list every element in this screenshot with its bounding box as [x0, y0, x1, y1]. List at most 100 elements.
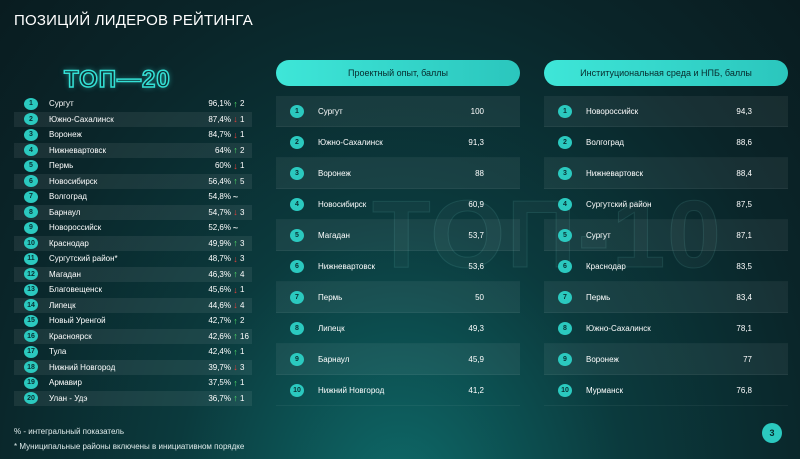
integral-score: 84,7%: [208, 130, 231, 140]
ranking-row: 8 Барнаул 54,7% ↓ 3: [14, 204, 252, 220]
city-name: Липецк: [318, 323, 345, 333]
footnote-integral: % - интегральный показатель: [14, 427, 124, 436]
arrow-up-icon: ↑: [233, 315, 238, 326]
ranking-row: 5 Пермь 60% ↓ 1: [14, 158, 252, 174]
rank-number-badge: 14: [24, 299, 38, 312]
table-row: 6 Краснодар 83,5: [544, 251, 788, 282]
table-row: 1 Сургут 100: [276, 96, 520, 127]
ranking-row: 14 Липецк 44,6% ↓ 4: [14, 297, 252, 313]
integral-score: 96,1%: [208, 99, 231, 109]
arrow-down-icon: ↓: [233, 114, 238, 125]
city-name: Краснодар: [49, 238, 89, 248]
score-value: 88: [475, 168, 484, 178]
score-value: 100: [470, 106, 484, 116]
rank-change: 2: [240, 145, 245, 155]
table-row: 4 Новосибирск 60,9: [276, 189, 520, 220]
integral-score: 42,6%: [208, 331, 231, 341]
arrow-down-icon: ↓: [233, 160, 238, 171]
table-row: 2 Южно-Сахалинск 91,3: [276, 127, 520, 158]
rank-change: 3: [240, 254, 245, 264]
city-name: Магадан: [49, 269, 81, 279]
integral-score: 49,9%: [208, 238, 231, 248]
arrow-down-icon: ↓: [233, 253, 238, 264]
score-value: 94,3: [736, 106, 752, 116]
city-name: Новороссийск: [49, 223, 102, 233]
city-name: Пермь: [318, 292, 343, 302]
table-row: 8 Южно-Сахалинск 78,1: [544, 313, 788, 344]
city-name: Новосибирск: [318, 199, 367, 209]
ranking-row: 2 Южно-Сахалинск 87,4% ↓ 1: [14, 111, 252, 127]
score-value: 88,4: [736, 168, 752, 178]
arrow-up-icon: ↑: [233, 393, 238, 404]
city-name: Пермь: [49, 161, 74, 171]
score-value: 77: [743, 354, 752, 364]
arrow-up-icon: ↑: [233, 98, 238, 109]
rank-number-badge: 2: [558, 135, 572, 149]
ranking-row: 12 Магадан 46,3% ↑ 4: [14, 266, 252, 282]
city-name: Южно-Сахалинск: [318, 137, 383, 147]
table-row: 10 Нижний Новгород 41,2: [276, 375, 520, 406]
score-value: 41,2: [468, 385, 484, 395]
city-name: Воронеж: [49, 130, 82, 140]
city-name: Сургутский район: [586, 199, 652, 209]
rank-number-badge: 5: [24, 159, 38, 172]
arrow-up-icon: ↑: [233, 238, 238, 249]
institutional-environment-header: Институциональная среда и НПБ, баллы: [544, 60, 788, 86]
rank-number-badge: 18: [24, 361, 38, 374]
rank-change: 2: [240, 99, 245, 109]
ranking-row: 6 Новосибирск 56,4% ↑ 5: [14, 173, 252, 189]
integral-score: 48,7%: [208, 254, 231, 264]
rank-number-badge: 1: [290, 104, 304, 118]
arrow-up-icon: ↑: [233, 346, 238, 357]
score-value: 49,3: [468, 323, 484, 333]
rank-change: 1: [240, 347, 245, 357]
rank-number-badge: 1: [558, 104, 572, 118]
city-name: Барнаул: [318, 354, 350, 364]
rank-number-badge: 16: [24, 330, 38, 343]
rank-number-badge: 13: [24, 283, 38, 296]
rank-number-badge: 4: [558, 197, 572, 211]
table-row: 5 Магадан 53,7: [276, 220, 520, 251]
city-name: Нижневартовск: [49, 145, 107, 155]
city-name: Новороссийск: [586, 106, 639, 116]
rank-number-badge: 9: [558, 352, 572, 366]
no-change-icon: ~: [232, 222, 239, 233]
score-value: 83,5: [736, 261, 752, 271]
city-name: Волгоград: [586, 137, 624, 147]
integral-score: 37,5%: [208, 378, 231, 388]
ranking-row: 19 Армавир 37,5% ↑ 1: [14, 375, 252, 391]
rank-number-badge: 12: [24, 268, 38, 281]
table-row: 9 Воронеж 77: [544, 344, 788, 375]
city-name: Тула: [49, 347, 67, 357]
rank-change: 3: [240, 362, 245, 372]
city-name: Мурманск: [586, 385, 623, 395]
table-row: 4 Сургутский район 87,5: [544, 189, 788, 220]
ranking-row: 4 Нижневартовск 64% ↑ 2: [14, 142, 252, 158]
city-name: Южно-Сахалинск: [49, 114, 114, 124]
rank-number-badge: 3: [24, 128, 38, 141]
rank-number-badge: 17: [24, 345, 38, 358]
city-name: Липецк: [49, 300, 76, 310]
table-row: 3 Нижневартовск 88,4: [544, 158, 788, 189]
rank-number-badge: 15: [24, 314, 38, 327]
rank-change: 1: [240, 161, 245, 171]
city-name: Нижний Новгород: [318, 385, 385, 395]
rank-number-badge: 6: [290, 259, 304, 273]
rank-change: 4: [240, 269, 245, 279]
ranking-row: 11 Сургутский район* 48,7% ↓ 3: [14, 251, 252, 267]
integral-score: 45,6%: [208, 285, 231, 295]
score-value: 50: [475, 292, 484, 302]
city-name: Нижневартовск: [586, 168, 644, 178]
rank-number-badge: 10: [24, 237, 38, 250]
rank-number-badge: 8: [558, 321, 572, 335]
city-name: Южно-Сахалинск: [586, 323, 651, 333]
score-value: 87,5: [736, 199, 752, 209]
rank-change: 3: [240, 207, 245, 217]
project-experience-table: Проектный опыт, баллы 1 Сургут 100 2 Южно-Са…: [276, 60, 520, 406]
rank-change: 1: [240, 114, 245, 124]
city-name: Пермь: [586, 292, 611, 302]
score-value: 45,9: [468, 354, 484, 364]
table-row: 7 Пермь 50: [276, 282, 520, 313]
ranking-list: 1 Сургут 96,1% ↑ 2 2 Южно-Сахалинск 87,4% ↓ 1 3 Вор…: [14, 96, 252, 406]
arrow-up-icon: ↑: [233, 377, 238, 388]
